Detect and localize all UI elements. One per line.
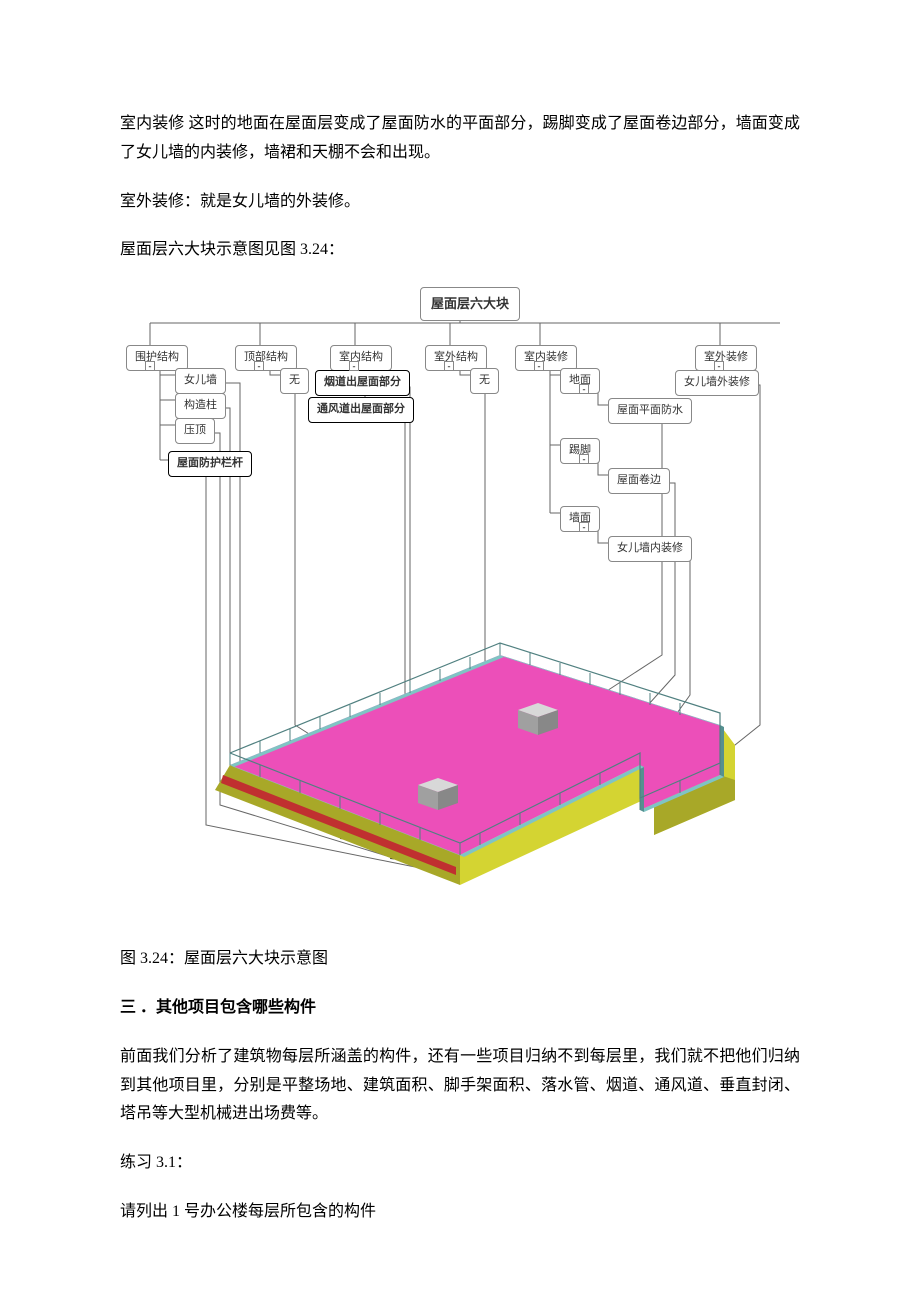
section-heading: 三 ．其他项目包含哪些构件 [120,994,800,1023]
node-indoor-deco: 室内装修 [515,345,577,371]
paragraph-other-items: 前面我们分析了建筑物每层所涵盖的构件，还有一些项目归纳不到每层里，我们就不把他们… [120,1043,800,1129]
node-indoor-struct: 室内结构 [330,345,392,371]
toggle-icon: - [579,522,589,532]
node-outdoor-none: 无 [470,368,499,394]
node-top-none: 无 [280,368,309,394]
node-outdoor-struct: 室外结构 [425,345,487,371]
node-parapet-ext: 女儿墙外装修 [675,370,759,396]
node-wall-sub: 女儿墙内装修 [608,536,692,562]
paragraph-indoor-deco: 室内装修 这时的地面在屋面层变成了屋面防水的平面部分，踢脚变成了屋面卷边部分，墙… [120,110,800,168]
paragraph-outdoor-deco: 室外装修：就是女儿墙的外装修。 [120,188,800,217]
toggle-icon: - [579,384,589,394]
node-enclosure: 围护结构 [126,345,188,371]
exercise-text: 请列出 1 号办公楼每层所包含的构件 [120,1198,800,1227]
node-coping: 压顶 [175,418,215,444]
paragraph-figure-ref: 屋面层六大块示意图见图 3.24： [120,236,800,265]
node-smoke: 烟道出屋面部分 [315,370,410,396]
toggle-icon: - [444,361,454,371]
toggle-icon: - [579,454,589,464]
node-railing: 屋面防护栏杆 [168,451,252,477]
toggle-icon: - [349,361,359,371]
toggle-icon: - [145,361,155,371]
node-parapet: 女儿墙 [175,368,226,394]
figure-caption: 图 3.24：屋面层六大块示意图 [120,945,800,974]
diagram-roof-six-blocks: 屋面层六大块 围护结构 - 顶部结构 - 室内结构 - 室外结构 - 室内装修 … [120,285,800,915]
node-vent: 通风道出屋面部分 [308,397,414,423]
node-column: 构造柱 [175,393,226,419]
node-outdoor-deco: 室外装修 [695,345,757,371]
node-floor-sub: 屋面平面防水 [608,398,692,424]
toggle-icon: - [254,361,264,371]
exercise-label: 练习 3.1： [120,1149,800,1178]
node-title: 屋面层六大块 [420,287,520,320]
node-skirting-sub: 屋面卷边 [608,468,670,494]
toggle-icon: - [714,361,724,371]
toggle-icon: - [534,361,544,371]
node-top-struct: 顶部结构 [235,345,297,371]
